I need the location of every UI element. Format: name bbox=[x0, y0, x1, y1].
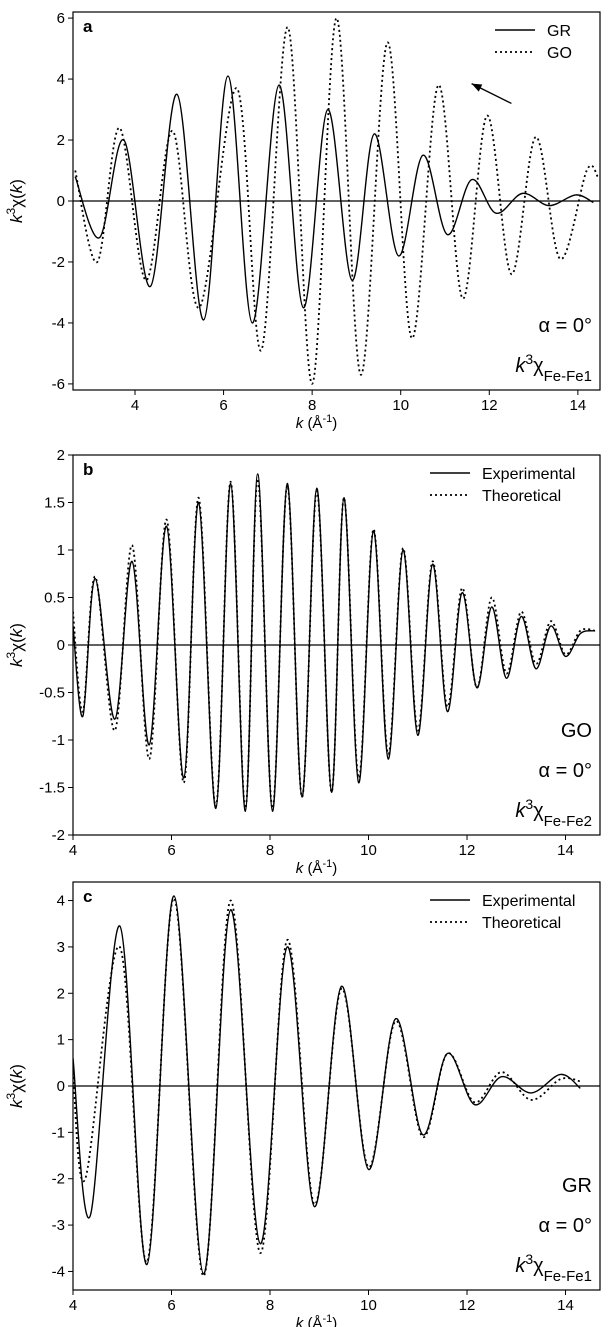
y-tick-label: -4 bbox=[52, 1263, 65, 1280]
panel-b: 4 6 8 10 12 14 -2 -1.5 -1 -0.5 0 0.5 1 1.5 2 k (Å-1) k3χ… bbox=[4, 447, 601, 877]
legend-label: Theoretical bbox=[482, 488, 561, 505]
series-line-go bbox=[74, 17, 599, 385]
y-tick-label: 2 bbox=[57, 985, 65, 1002]
annotation-line: α = 0° bbox=[539, 315, 592, 337]
series-line-theoretical bbox=[73, 477, 596, 810]
y-tick-label: 3 bbox=[57, 939, 65, 956]
x-axis-label: k (Å-1) bbox=[296, 413, 337, 432]
series-line-gr bbox=[74, 75, 594, 324]
y-tick-label: -2 bbox=[52, 254, 65, 271]
legend-label: GO bbox=[547, 45, 572, 62]
arrow-head bbox=[471, 83, 483, 92]
y-tick-label: 0 bbox=[57, 637, 65, 654]
panel-a: 4 6 8 10 12 14 -6 -4 -2 0 2 4 6 k (Å-1) k3χ(k) a GR GO α =… bbox=[4, 10, 601, 432]
annotation-line: α = 0° bbox=[539, 760, 592, 782]
y-tick-label: 0 bbox=[57, 193, 65, 210]
x-tick-label: 12 bbox=[459, 1297, 476, 1314]
y-tick-label: -2 bbox=[52, 1171, 65, 1188]
x-tick-label: 14 bbox=[557, 842, 574, 859]
series-line-theoretical bbox=[73, 897, 581, 1277]
series-line-experimental bbox=[73, 895, 581, 1275]
annotation-line: k3χFe-Fe2 bbox=[515, 796, 592, 830]
x-tick-label: 4 bbox=[131, 397, 139, 414]
y-tick-label: 1 bbox=[57, 542, 65, 559]
x-tick-label: 12 bbox=[481, 397, 498, 414]
x-axis-label: k (Å-1) bbox=[296, 1313, 337, 1327]
annotation-line: α = 0° bbox=[539, 1215, 592, 1237]
y-tick-label: -1 bbox=[52, 1124, 65, 1141]
y-tick-label: -1.5 bbox=[39, 780, 65, 797]
legend-label: GR bbox=[547, 23, 571, 40]
y-tick-label: -0.5 bbox=[39, 685, 65, 702]
y-axis-label: k3χ(k) bbox=[4, 623, 26, 667]
annotation-line: GR bbox=[562, 1175, 592, 1197]
annotation-line: k3χFe-Fe1 bbox=[515, 351, 592, 385]
panel-letter: a bbox=[83, 17, 93, 36]
x-tick-label: 10 bbox=[392, 397, 409, 414]
y-tick-label: -2 bbox=[52, 827, 65, 844]
y-tick-label: 1.5 bbox=[44, 495, 65, 512]
y-tick-label: -1 bbox=[52, 732, 65, 749]
x-tick-label: 8 bbox=[308, 397, 316, 414]
y-tick-label: 4 bbox=[57, 71, 65, 88]
y-axis-label: k3χ(k) bbox=[4, 179, 26, 223]
x-tick-label: 12 bbox=[459, 842, 476, 859]
y-tick-label: 0.5 bbox=[44, 590, 65, 607]
x-tick-label: 4 bbox=[69, 842, 77, 859]
x-tick-label: 6 bbox=[167, 1297, 175, 1314]
y-tick-label: -4 bbox=[52, 315, 65, 332]
panel-letter: c bbox=[83, 887, 92, 906]
y-tick-label: -3 bbox=[52, 1217, 65, 1234]
x-tick-label: 6 bbox=[219, 397, 227, 414]
x-tick-label: 10 bbox=[360, 1297, 377, 1314]
y-tick-label: -6 bbox=[52, 376, 65, 393]
x-tick-label: 14 bbox=[557, 1297, 574, 1314]
x-tick-label: 10 bbox=[360, 842, 377, 859]
x-tick-label: 14 bbox=[570, 397, 587, 414]
legend-label: Experimental bbox=[482, 466, 575, 483]
series-line-experimental bbox=[73, 473, 596, 812]
y-tick-label: 2 bbox=[57, 447, 65, 464]
y-tick-label: 0 bbox=[57, 1078, 65, 1095]
x-tick-label: 8 bbox=[266, 1297, 274, 1314]
x-tick-label: 6 bbox=[167, 842, 175, 859]
legend-label: Experimental bbox=[482, 893, 575, 910]
legend-label: Theoretical bbox=[482, 915, 561, 932]
x-axis-label: k (Å-1) bbox=[296, 858, 337, 877]
y-tick-label: 2 bbox=[57, 132, 65, 149]
annotation-line: GO bbox=[561, 720, 592, 742]
x-tick-label: 4 bbox=[69, 1297, 77, 1314]
y-tick-label: 6 bbox=[57, 10, 65, 27]
x-tick-label: 8 bbox=[266, 842, 274, 859]
y-tick-label: 4 bbox=[57, 893, 65, 910]
y-axis-label: k3χ(k) bbox=[4, 1064, 26, 1108]
annotation-line: k3χFe-Fe1 bbox=[515, 1251, 592, 1285]
y-tick-label: 1 bbox=[57, 1032, 65, 1049]
panel-letter: b bbox=[83, 460, 93, 479]
